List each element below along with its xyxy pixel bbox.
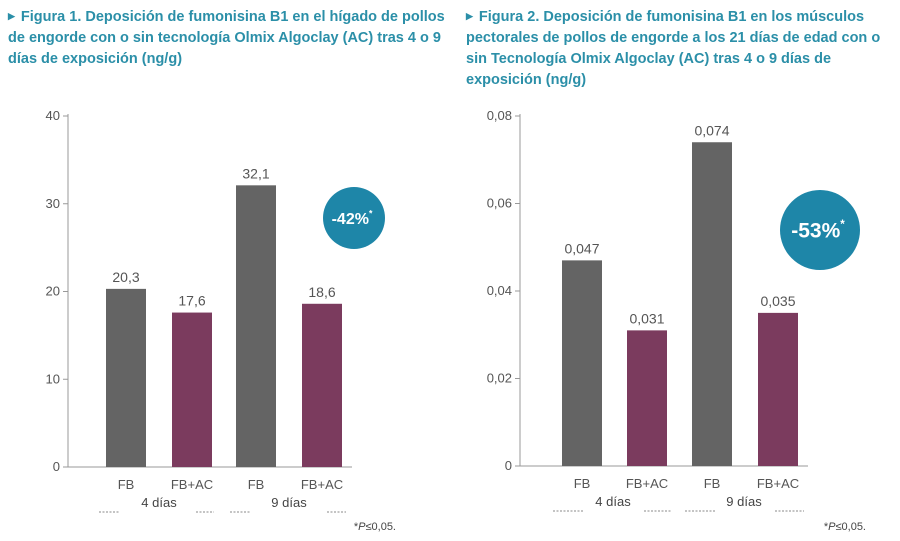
y-tick-label: 20	[46, 284, 60, 299]
group-label: 4 días	[141, 495, 177, 510]
y-tick-label: 40	[46, 108, 60, 123]
figure-2-chart: 0 0,02 0,04 0,06 0,08 0,047 FB 0,031 FB+AC 0,074 F…	[487, 108, 866, 533]
category-label: FB	[248, 477, 265, 492]
category-label: FB+AC	[757, 476, 799, 491]
bar-value-label: 0,035	[760, 293, 795, 309]
figure-1: ▶ Figura 1. Deposición de fumonisina B1 e…	[8, 6, 448, 533]
badge-value: -42%	[332, 211, 369, 228]
footnote-threshold: ≤0,05.	[365, 521, 396, 533]
y-tick-label: 10	[46, 371, 60, 386]
bar-value-label: 18,6	[308, 284, 335, 300]
group-label: 9 días	[726, 494, 762, 509]
y-tick-label: 30	[46, 196, 60, 211]
significance-footnote: *P≤0,05.	[354, 521, 396, 533]
bar-value-label: 20,3	[112, 269, 139, 285]
category-label: FB+AC	[301, 477, 343, 492]
reduction-badge	[780, 190, 860, 270]
bar-value-label: 0,047	[564, 240, 599, 256]
category-label: FB	[118, 477, 135, 492]
bullet-arrow-icon: ▶	[8, 11, 15, 21]
bar-1	[562, 260, 602, 466]
reduction-badge	[323, 187, 385, 249]
bullet-arrow-icon: ▶	[466, 11, 473, 21]
category-label: FB	[704, 476, 721, 491]
significance-footnote: *P≤0,05.	[824, 521, 866, 533]
y-tick-label: 0,06	[487, 196, 512, 211]
group-label: 4 días	[595, 494, 631, 509]
group-label: 9 días	[271, 495, 307, 510]
bar-value-label: 17,6	[178, 293, 205, 309]
bar-value-label: 0,031	[629, 310, 664, 326]
y-tick-label: 0	[53, 459, 60, 474]
badge-asterisk: *	[369, 209, 373, 219]
y-tick-label: 0,02	[487, 371, 512, 386]
y-tick-label: 0,08	[487, 108, 512, 123]
figure-1-chart: 0 10 20 30 40 20,3 FB 17,6 FB+AC 32,1 FB 18,6 FB+AC 4…	[46, 108, 396, 533]
figure-2-title: ▶ Figura 2. Deposición de fumonisina B1 e…	[466, 6, 898, 91]
bar-4	[758, 312, 798, 466]
category-label: FB+AC	[171, 477, 213, 492]
bar-3	[692, 142, 732, 466]
bar-value-label: 32,1	[242, 165, 269, 181]
footnote-p: P	[358, 521, 366, 533]
footnote-asterisk: *	[824, 521, 829, 533]
y-tick-label: 0,04	[487, 283, 512, 298]
bar-4	[302, 303, 342, 467]
footnote-threshold: ≤0,05.	[835, 521, 866, 533]
bar-2	[627, 330, 667, 466]
badge-value: -53%	[791, 220, 840, 243]
bar-2	[172, 312, 212, 467]
figure-1-title: ▶ Figura 1. Deposición de fumonisina B1 e…	[8, 6, 448, 70]
badge-asterisk: *	[840, 219, 845, 231]
category-label: FB+AC	[626, 476, 668, 491]
footnote-p: P	[828, 521, 836, 533]
bar-1	[106, 288, 146, 467]
reduction-badge-text: -42%*	[332, 209, 373, 228]
figure-1-title-text: Figura 1. Deposición de fumonisina B1 en…	[8, 9, 445, 67]
y-tick-label: 0	[505, 458, 512, 473]
footnote-asterisk: *	[354, 521, 359, 533]
figure-2: ▶ Figura 2. Deposición de fumonisina B1 e…	[458, 0, 900, 541]
category-label: FB	[574, 476, 591, 491]
figure-2-title-text: Figura 2. Deposición de fumonisina B1 en…	[466, 9, 881, 88]
reduction-badge-text: -53%*	[791, 219, 845, 242]
bar-3	[236, 185, 276, 467]
bar-value-label: 0,074	[694, 122, 729, 138]
